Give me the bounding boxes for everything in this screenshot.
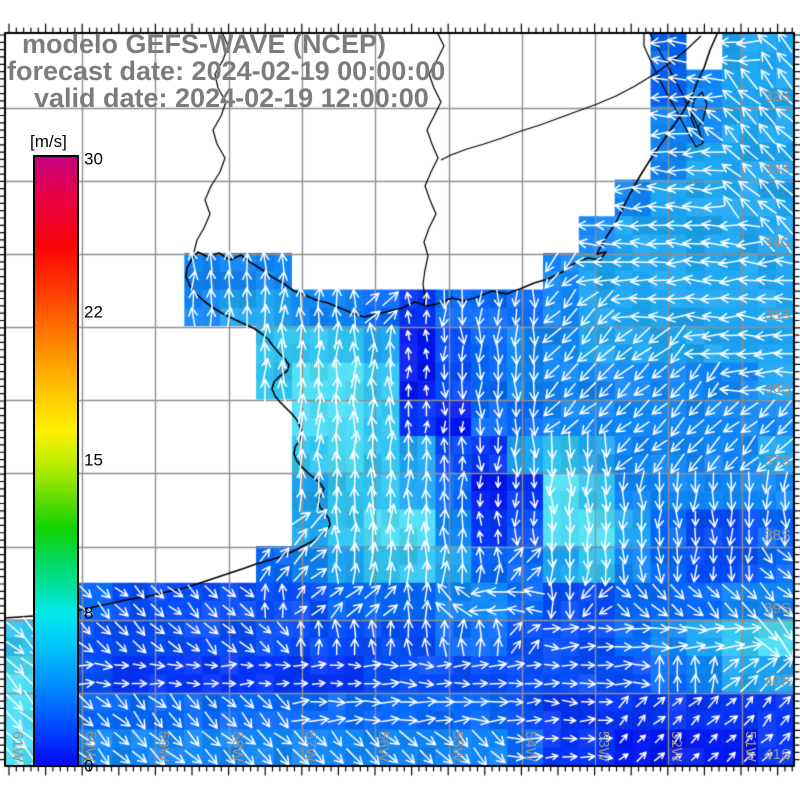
lon-axis-label: 61W xyxy=(9,731,26,762)
colorbar-tick-label: 8 xyxy=(84,603,94,623)
lat-axis-label: 39S xyxy=(764,600,791,617)
lat-axis-label: 38S xyxy=(764,527,791,544)
lat-axis-label: 41S xyxy=(764,746,791,763)
valid-date: valid date: 2024-02-19 12:00:00 xyxy=(34,83,429,113)
lon-axis-label: 53W xyxy=(595,731,612,762)
lon-axis-label: 57W xyxy=(302,731,319,762)
lat-axis-label: 32S xyxy=(764,88,791,105)
colorbar-tick-label: 0 xyxy=(84,756,94,776)
lon-axis-label: 55W xyxy=(449,731,466,762)
lat-axis-label: 34S xyxy=(764,234,791,251)
lat-axis-label: 37S xyxy=(764,453,791,470)
forecast-date: forecast date: 2024-02-19 00:00:00 xyxy=(7,56,446,86)
colorbar xyxy=(33,155,79,767)
colorbar-tick-label: 15 xyxy=(84,450,103,470)
lat-axis-label: 36S xyxy=(764,380,791,397)
lat-axis-label: 33S xyxy=(764,161,791,178)
colorbar-tick-label: 22 xyxy=(84,302,103,322)
model-title: modelo GEFS-WAVE (NCEP) xyxy=(22,29,387,59)
lat-axis-label: 40S xyxy=(764,673,791,690)
lon-axis-label: 52W xyxy=(668,731,685,762)
lon-axis-label: 56W xyxy=(375,731,392,762)
lat-axis-label: 35S xyxy=(764,307,791,324)
colorbar-tick-label: 30 xyxy=(84,149,103,169)
lon-axis-label: 60W xyxy=(82,731,99,762)
lon-axis-label: 54W xyxy=(522,731,539,762)
lon-axis-label: 58W xyxy=(229,731,246,762)
colorbar-unit-label: [m/s] xyxy=(30,132,67,151)
lon-axis-label: 59W xyxy=(155,731,172,762)
